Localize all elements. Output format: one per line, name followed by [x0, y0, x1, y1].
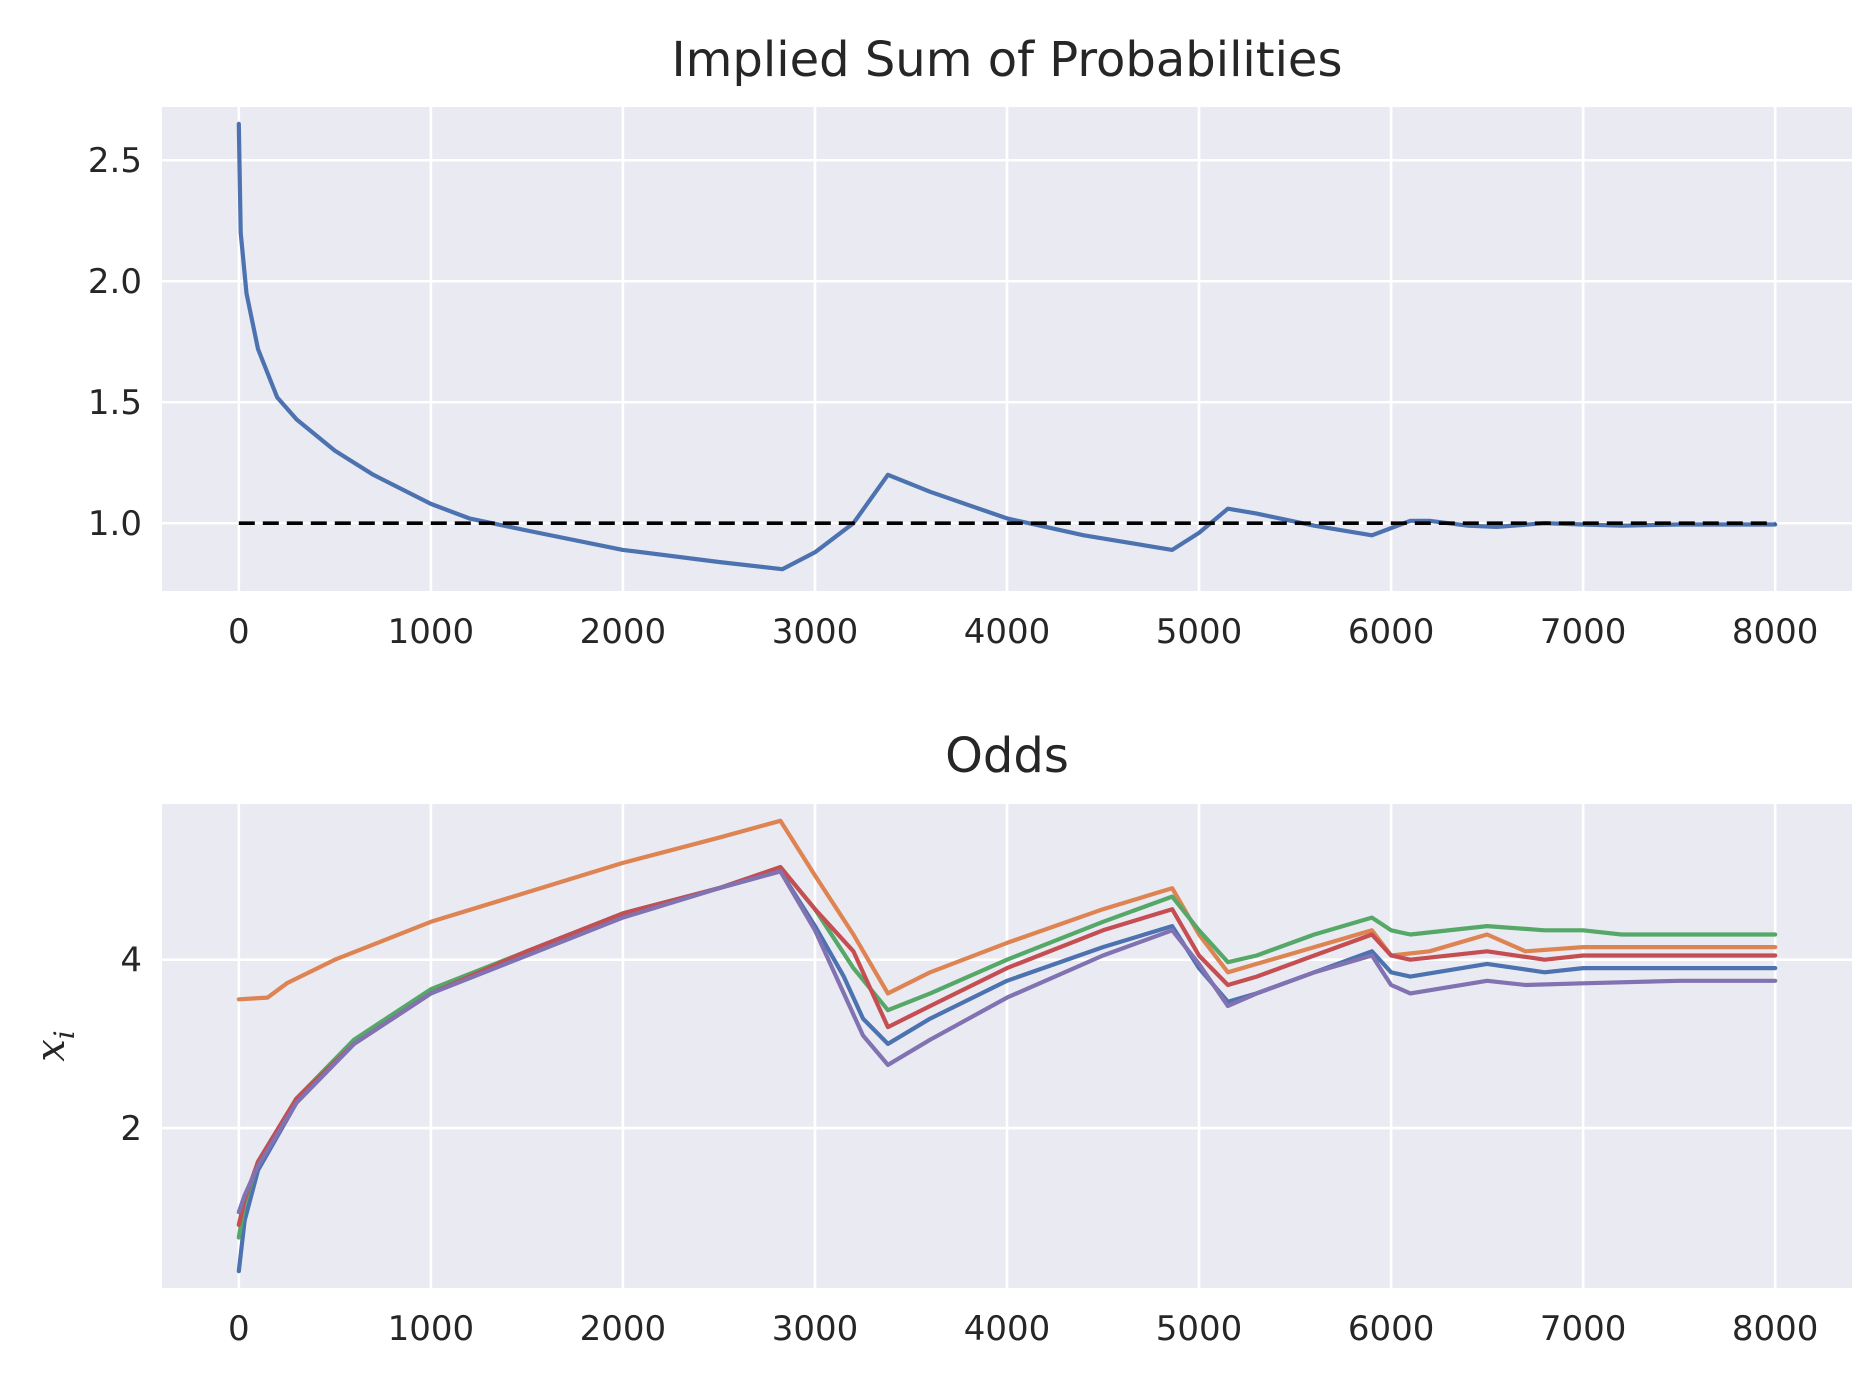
x-tick-label: 4000 — [964, 612, 1051, 652]
y-tick-label: 1.0 — [88, 504, 142, 544]
x-tick-label: 3000 — [772, 612, 859, 652]
panel-odds: Odds 0 1000 2000 3000 4000 5000 6000 7000 8000 2 4… — [28, 728, 1852, 1349]
y-axis-label: xi — [28, 1030, 81, 1062]
x-tick-label: 1000 — [388, 612, 475, 652]
y-tick-label: 4 — [120, 941, 142, 981]
series-line-1 — [236, 121, 1778, 572]
series-group — [236, 121, 1778, 572]
x-tick-label: 0 — [228, 1309, 250, 1349]
chart-title: Odds — [945, 728, 1069, 784]
y-tick-label: 2.5 — [88, 141, 142, 181]
x-tick-label: 3000 — [772, 1309, 859, 1349]
x-tick-label: 2000 — [580, 612, 667, 652]
x-tick-label: 6000 — [1348, 612, 1435, 652]
x-tick-label: 5000 — [1156, 1309, 1243, 1349]
x-tick-label: 1000 — [388, 1309, 475, 1349]
tick-labels: 0 1000 2000 3000 4000 5000 6000 7000 8000 2 4 — [120, 941, 1818, 1349]
chart-title: Implied Sum of Probabilities — [672, 32, 1343, 88]
series-line-3 — [236, 865, 1778, 1240]
x-tick-label: 8000 — [1732, 612, 1819, 652]
x-tick-label: 2000 — [580, 1309, 667, 1349]
series-line-2 — [236, 818, 1778, 1002]
y-tick-label: 2.0 — [88, 262, 142, 302]
y-tick-label: 1.5 — [88, 383, 142, 423]
x-tick-label: 4000 — [964, 1309, 1051, 1349]
x-tick-label: 8000 — [1732, 1309, 1819, 1349]
x-tick-label: 0 — [228, 612, 250, 652]
x-tick-label: 6000 — [1348, 1309, 1435, 1349]
y-tick-label: 2 — [120, 1109, 142, 1149]
series-group — [236, 818, 1778, 1274]
y-axis-label-main: x — [28, 1039, 74, 1062]
y-axis-label-subscript: i — [48, 1030, 81, 1039]
series-line-5 — [236, 869, 1778, 1215]
panel-implied-sum: Implied Sum of Probabilities 0 1000 2000 30… — [88, 32, 1852, 652]
x-tick-label: 7000 — [1540, 612, 1627, 652]
x-tick-label: 7000 — [1540, 1309, 1627, 1349]
tick-labels: 0 1000 2000 3000 4000 5000 6000 7000 8000 1.0 1.5 2… — [88, 141, 1819, 652]
x-tick-label: 5000 — [1156, 612, 1243, 652]
